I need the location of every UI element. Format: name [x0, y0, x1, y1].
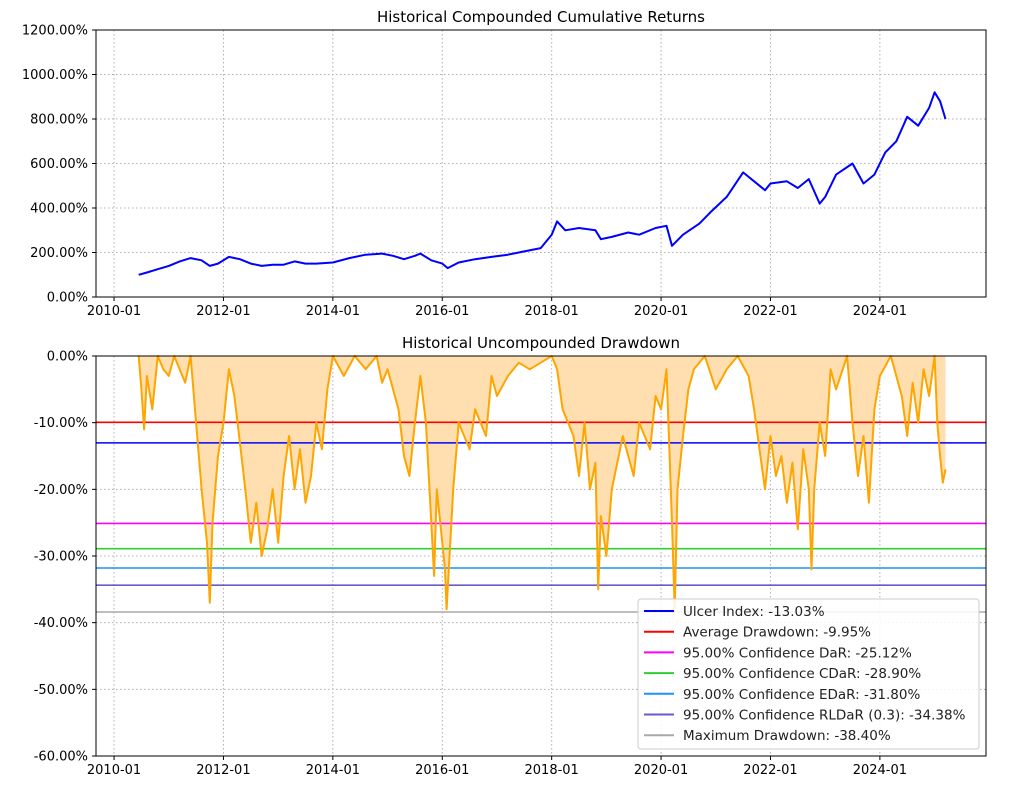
y-tick-label: -50.00%	[34, 683, 88, 698]
drawdown-axes: Historical Uncompounded Drawdown 2010-01…	[34, 334, 987, 778]
legend-entry: Maximum Drawdown: -38.40%	[683, 728, 891, 744]
y-tick-label: -40.00%	[34, 616, 88, 631]
cumulative-returns-axes: Historical Compounded Cumulative Returns…	[22, 8, 987, 319]
x-tick-label: 2020-01	[634, 763, 688, 778]
y-tick-label: 200.00%	[30, 246, 88, 261]
legend-entry: 95.00% Confidence RLDaR (0.3): -34.38%	[683, 708, 966, 724]
drawdown-title: Historical Uncompounded Drawdown	[402, 334, 680, 352]
x-tick-label: 2022-01	[743, 763, 797, 778]
drawdown-line	[137, 355, 947, 611]
legend-box	[637, 598, 980, 750]
x-tick-label: 2014-01	[306, 304, 360, 319]
y-tick-label: -30.00%	[34, 550, 88, 565]
y-tick-label: 600.00%	[30, 157, 88, 172]
cumulative-returns-title: Historical Compounded Cumulative Returns	[377, 8, 705, 26]
x-tick-label: 2018-01	[525, 763, 579, 778]
y-tick-label: 1200.00%	[22, 24, 88, 39]
legend-entry: 95.00% Confidence EDaR: -31.80%	[683, 687, 920, 703]
y-tick-label: -20.00%	[34, 483, 88, 498]
cumulative-returns-line	[138, 91, 947, 276]
x-tick-label: 2016-01	[415, 304, 469, 319]
x-tick-label: 2024-01	[853, 304, 907, 319]
x-tick-label: 2020-01	[634, 304, 688, 319]
x-tick-label: 2022-01	[743, 304, 797, 319]
y-tick-label: -60.00%	[34, 750, 88, 765]
drawdown-area	[138, 356, 946, 610]
x-tick-label: 2012-01	[196, 304, 250, 319]
y-tick-label: 0.00%	[47, 350, 88, 365]
legend-entry: Average Drawdown: -9.95%	[683, 625, 871, 641]
legend-entry: 95.00% Confidence DaR: -25.12%	[683, 645, 912, 661]
legend-entry: Ulcer Index: -13.03%	[683, 604, 825, 620]
y-tick-label: 800.00%	[30, 113, 88, 128]
x-tick-label: 2018-01	[525, 304, 579, 319]
y-tick-label: 400.00%	[30, 202, 88, 217]
x-tick-label: 2010-01	[87, 304, 141, 319]
axes-frame	[95, 355, 987, 757]
legend: Ulcer Index: -13.03% Average Drawdown: -9…	[637, 598, 980, 750]
y-tick-label: -10.00%	[34, 416, 88, 431]
x-tick-label: 2010-01	[87, 763, 141, 778]
legend-entry: 95.00% Confidence CDaR: -28.90%	[683, 666, 921, 682]
x-tick-label: 2016-01	[415, 763, 469, 778]
x-tick-label: 2014-01	[306, 763, 360, 778]
y-tick-label: 0.00%	[47, 291, 88, 306]
x-tick-label: 2012-01	[196, 763, 250, 778]
axes-frame	[95, 29, 987, 298]
x-tick-label: 2024-01	[853, 763, 907, 778]
y-tick-label: 1000.00%	[22, 68, 88, 83]
